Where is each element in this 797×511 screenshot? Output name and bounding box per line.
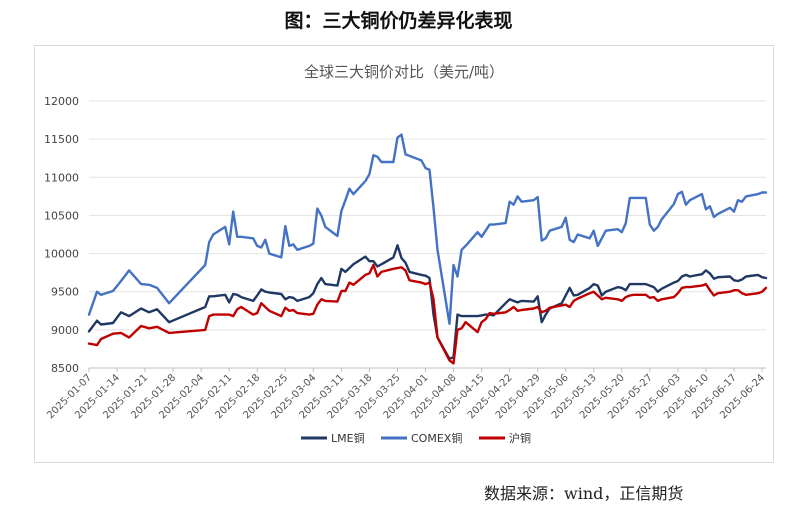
legend-label-3: 沪铜 — [509, 431, 531, 445]
y-tick-label-11000: 11000 — [44, 171, 79, 184]
legend-label-2: COMEX铜 — [411, 431, 462, 445]
series-line-3 — [87, 263, 768, 365]
series-line-1 — [87, 243, 768, 360]
x-axis-ticks: 2025-01-072025-01-142025-01-212025-01-28… — [45, 368, 767, 421]
chart-frame: 全球三大铜价对比（美元/吨） 8500 9000 9500 10000 10500 110… — [34, 45, 774, 463]
y-tick-label-9500: 9500 — [51, 286, 79, 299]
y-tick-label-11500: 11500 — [44, 133, 79, 146]
legend: LME铜 COMEX铜 沪铜 — [301, 431, 531, 445]
series-line-2 — [87, 133, 768, 325]
y-tick-label-10000: 10000 — [44, 248, 79, 261]
y-tick-label-8500: 8500 — [51, 362, 79, 375]
page-header: 图：三大铜价仍差异化表现 — [284, 10, 513, 32]
copper-price-chart: 全球三大铜价对比（美元/吨） 8500 9000 9500 10000 10500 110… — [44, 63, 768, 445]
data-source-note: 数据来源：wind，正信期货 — [484, 484, 684, 503]
grid-lines — [89, 100, 766, 369]
y-tick-label-10500: 10500 — [44, 209, 79, 222]
series-lines — [87, 133, 768, 365]
y-axis-ticks: 8500 9000 9500 10000 10500 11000 11500 12000 — [44, 95, 79, 375]
y-tick-label-12000: 12000 — [44, 95, 79, 108]
legend-label-1: LME铜 — [331, 431, 365, 445]
chart-title: 全球三大铜价对比（美元/吨） — [304, 63, 504, 81]
y-tick-label-9000: 9000 — [51, 324, 79, 337]
